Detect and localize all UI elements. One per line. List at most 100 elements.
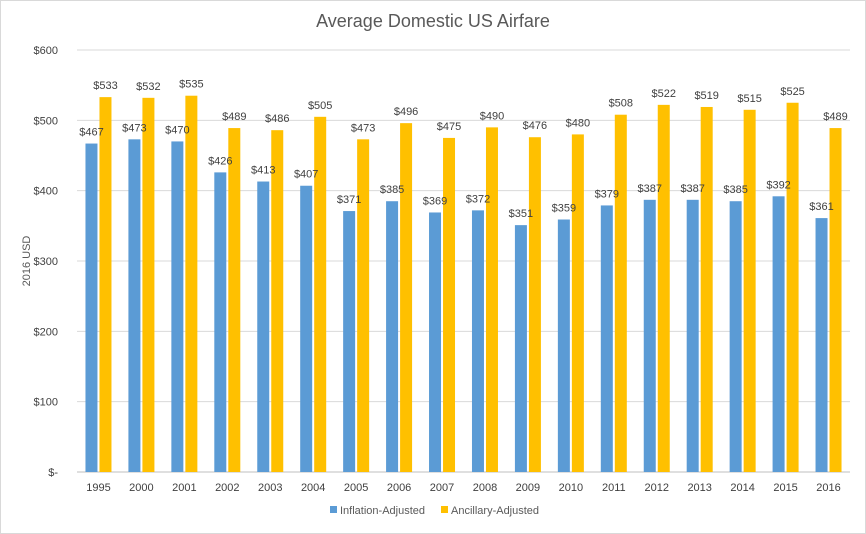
inflation-adjusted-bar xyxy=(471,210,484,473)
ancillary-adjusted-data-label: $486 xyxy=(265,113,289,125)
inflation-adjusted-data-label: $387 xyxy=(638,183,662,195)
data-labels: $467 $533 $473 $532 $470 $535 $426 $489 $413 $486… xyxy=(79,79,848,220)
inflation-adjusted-bar xyxy=(300,185,313,472)
inflation-adjusted-data-label: $392 xyxy=(766,179,790,191)
ancillary-adjusted-data-label: $475 xyxy=(437,121,461,133)
y-tick-label: $400 xyxy=(34,186,58,198)
inflation-adjusted-data-label: $470 xyxy=(165,124,189,136)
legend-swatch xyxy=(441,506,448,513)
ancillary-adjusted-bar xyxy=(314,116,327,473)
inflation-adjusted-bar xyxy=(815,218,828,472)
legend-label: Ancillary-Adjusted xyxy=(451,505,539,517)
inflation-adjusted-data-label: $387 xyxy=(680,183,704,195)
ancillary-adjusted-bar xyxy=(614,114,627,472)
ancillary-adjusted-bar xyxy=(700,106,713,472)
ancillary-adjusted-bar xyxy=(528,137,541,473)
inflation-adjusted-bar xyxy=(386,201,399,472)
y-axis-title: 2016 USD xyxy=(21,236,33,287)
inflation-adjusted-bar xyxy=(686,199,699,472)
x-tick-label: 2006 xyxy=(387,482,411,494)
bars xyxy=(85,95,842,473)
x-tick-label: 2008 xyxy=(473,482,497,494)
ancillary-adjusted-data-label: $508 xyxy=(609,98,633,110)
ancillary-adjusted-data-label: $480 xyxy=(566,117,590,129)
chart-title: Average Domestic US Airfare xyxy=(316,11,550,31)
ancillary-adjusted-data-label: $535 xyxy=(179,79,203,91)
ancillary-adjusted-data-label: $522 xyxy=(652,88,676,100)
y-tick-label: $100 xyxy=(34,397,58,409)
x-tick-label: 2012 xyxy=(645,482,669,494)
ancillary-adjusted-bar xyxy=(228,128,241,472)
x-tick-label: 2016 xyxy=(816,482,840,494)
x-tick-label: 2009 xyxy=(516,482,540,494)
x-tick-label: 2007 xyxy=(430,482,454,494)
inflation-adjusted-data-label: $385 xyxy=(723,184,747,196)
inflation-adjusted-data-label: $413 xyxy=(251,165,275,177)
inflation-adjusted-bar xyxy=(514,225,527,472)
inflation-adjusted-bar xyxy=(557,219,570,472)
ancillary-adjusted-data-label: $515 xyxy=(737,93,761,105)
y-axis-ticks: $- $100 $200 $300 $400 $500 $600 xyxy=(34,45,59,479)
inflation-adjusted-data-label: $473 xyxy=(122,122,146,134)
inflation-adjusted-bar xyxy=(600,205,613,473)
legend-swatch xyxy=(330,506,337,513)
x-tick-label: 2001 xyxy=(172,482,196,494)
ancillary-adjusted-bar xyxy=(443,137,456,472)
ancillary-adjusted-data-label: $532 xyxy=(136,81,160,93)
x-tick-label: 2011 xyxy=(602,482,626,494)
ancillary-adjusted-bar xyxy=(786,102,799,472)
ancillary-adjusted-data-label: $473 xyxy=(351,122,375,134)
x-tick-label: 2003 xyxy=(258,482,282,494)
ancillary-adjusted-data-label: $533 xyxy=(93,80,117,92)
inflation-adjusted-data-label: $426 xyxy=(208,155,232,167)
x-tick-label: 2013 xyxy=(687,482,711,494)
y-tick-label: $600 xyxy=(34,45,58,57)
inflation-adjusted-data-label: $372 xyxy=(466,193,490,205)
ancillary-adjusted-data-label: $505 xyxy=(308,100,332,112)
x-tick-label: 2015 xyxy=(773,482,797,494)
ancillary-adjusted-data-label: $476 xyxy=(523,120,547,132)
inflation-adjusted-bar xyxy=(128,139,141,472)
inflation-adjusted-bar xyxy=(643,199,656,472)
inflation-adjusted-data-label: $361 xyxy=(809,201,833,213)
ancillary-adjusted-bar xyxy=(400,123,413,472)
ancillary-adjusted-data-label: $519 xyxy=(694,90,718,102)
inflation-adjusted-data-label: $371 xyxy=(337,194,361,206)
inflation-adjusted-data-label: $407 xyxy=(294,169,318,181)
inflation-adjusted-bar xyxy=(214,172,227,472)
inflation-adjusted-data-label: $467 xyxy=(79,127,103,139)
inflation-adjusted-bar xyxy=(257,181,270,473)
x-tick-label: 2010 xyxy=(559,482,583,494)
inflation-adjusted-bar xyxy=(729,201,742,472)
ancillary-adjusted-bar xyxy=(271,130,284,472)
x-axis-ticks: 1995 2000 2001 2002 2003 2004 2005 2006 2007 2008… xyxy=(86,482,841,494)
inflation-adjusted-bar xyxy=(343,211,356,472)
inflation-adjusted-data-label: $379 xyxy=(595,188,619,200)
ancillary-adjusted-bar xyxy=(185,95,198,472)
ancillary-adjusted-bar xyxy=(142,97,155,473)
inflation-adjusted-bar xyxy=(429,212,442,472)
inflation-adjusted-bar xyxy=(772,196,785,472)
inflation-adjusted-bar xyxy=(171,141,184,472)
ancillary-adjusted-data-label: $496 xyxy=(394,106,418,118)
ancillary-adjusted-bar xyxy=(485,127,498,472)
ancillary-adjusted-bar xyxy=(743,109,756,473)
x-tick-label: 1995 xyxy=(86,482,110,494)
inflation-adjusted-data-label: $385 xyxy=(380,184,404,196)
inflation-adjusted-bar xyxy=(85,143,98,472)
x-tick-label: 2002 xyxy=(215,482,239,494)
ancillary-adjusted-data-label: $525 xyxy=(780,86,804,98)
legend-label: Inflation-Adjusted xyxy=(340,505,425,517)
inflation-adjusted-data-label: $369 xyxy=(423,195,447,207)
inflation-adjusted-data-label: $351 xyxy=(509,208,533,220)
ancillary-adjusted-bar xyxy=(829,128,842,472)
ancillary-adjusted-bar xyxy=(99,97,112,472)
gridlines xyxy=(77,49,850,473)
ancillary-adjusted-bar xyxy=(657,104,670,473)
x-tick-label: 2005 xyxy=(344,482,368,494)
ancillary-adjusted-data-label: $489 xyxy=(222,111,246,123)
ancillary-adjusted-bar xyxy=(357,139,370,472)
y-tick-label: $- xyxy=(48,467,58,479)
x-tick-label: 2004 xyxy=(301,482,325,494)
